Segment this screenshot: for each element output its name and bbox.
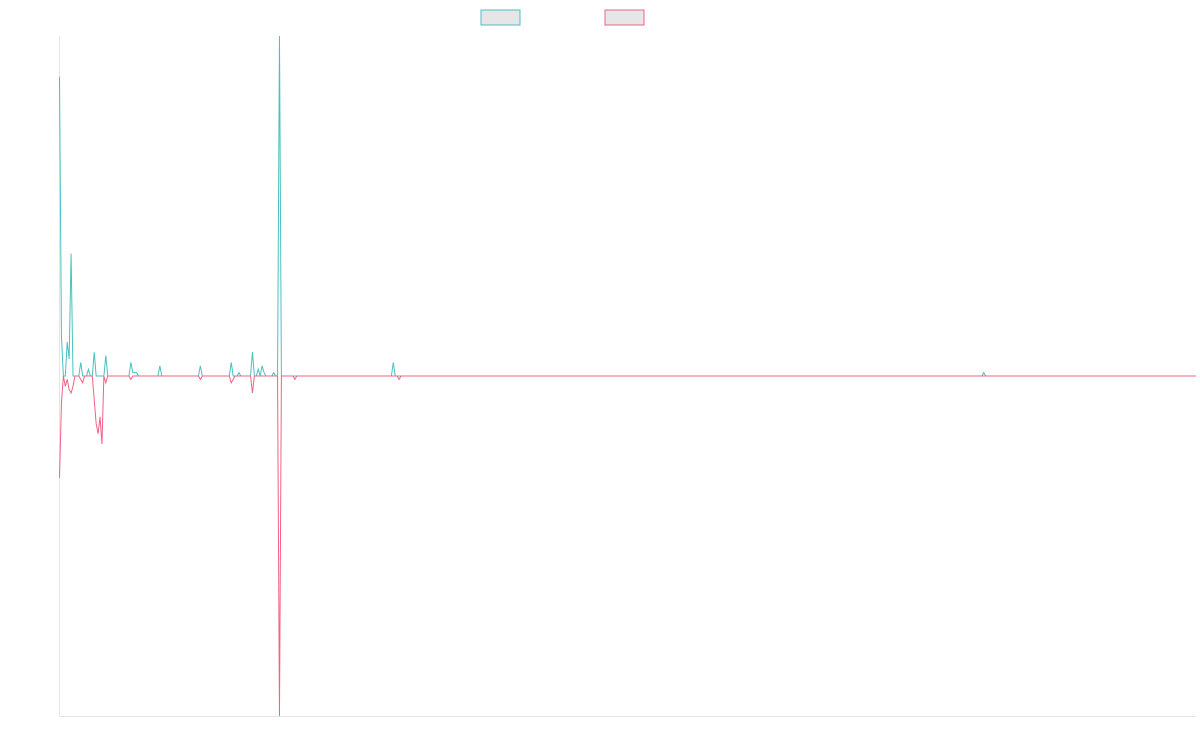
series-line-2 [59, 375, 1196, 717]
legend-swatch-2[interactable] [604, 9, 645, 26]
series-line-1 [59, 35, 1196, 377]
plot-area [59, 35, 1196, 717]
legend-swatch-1[interactable] [480, 9, 521, 26]
axes [59, 36, 1196, 717]
legend [480, 9, 645, 26]
